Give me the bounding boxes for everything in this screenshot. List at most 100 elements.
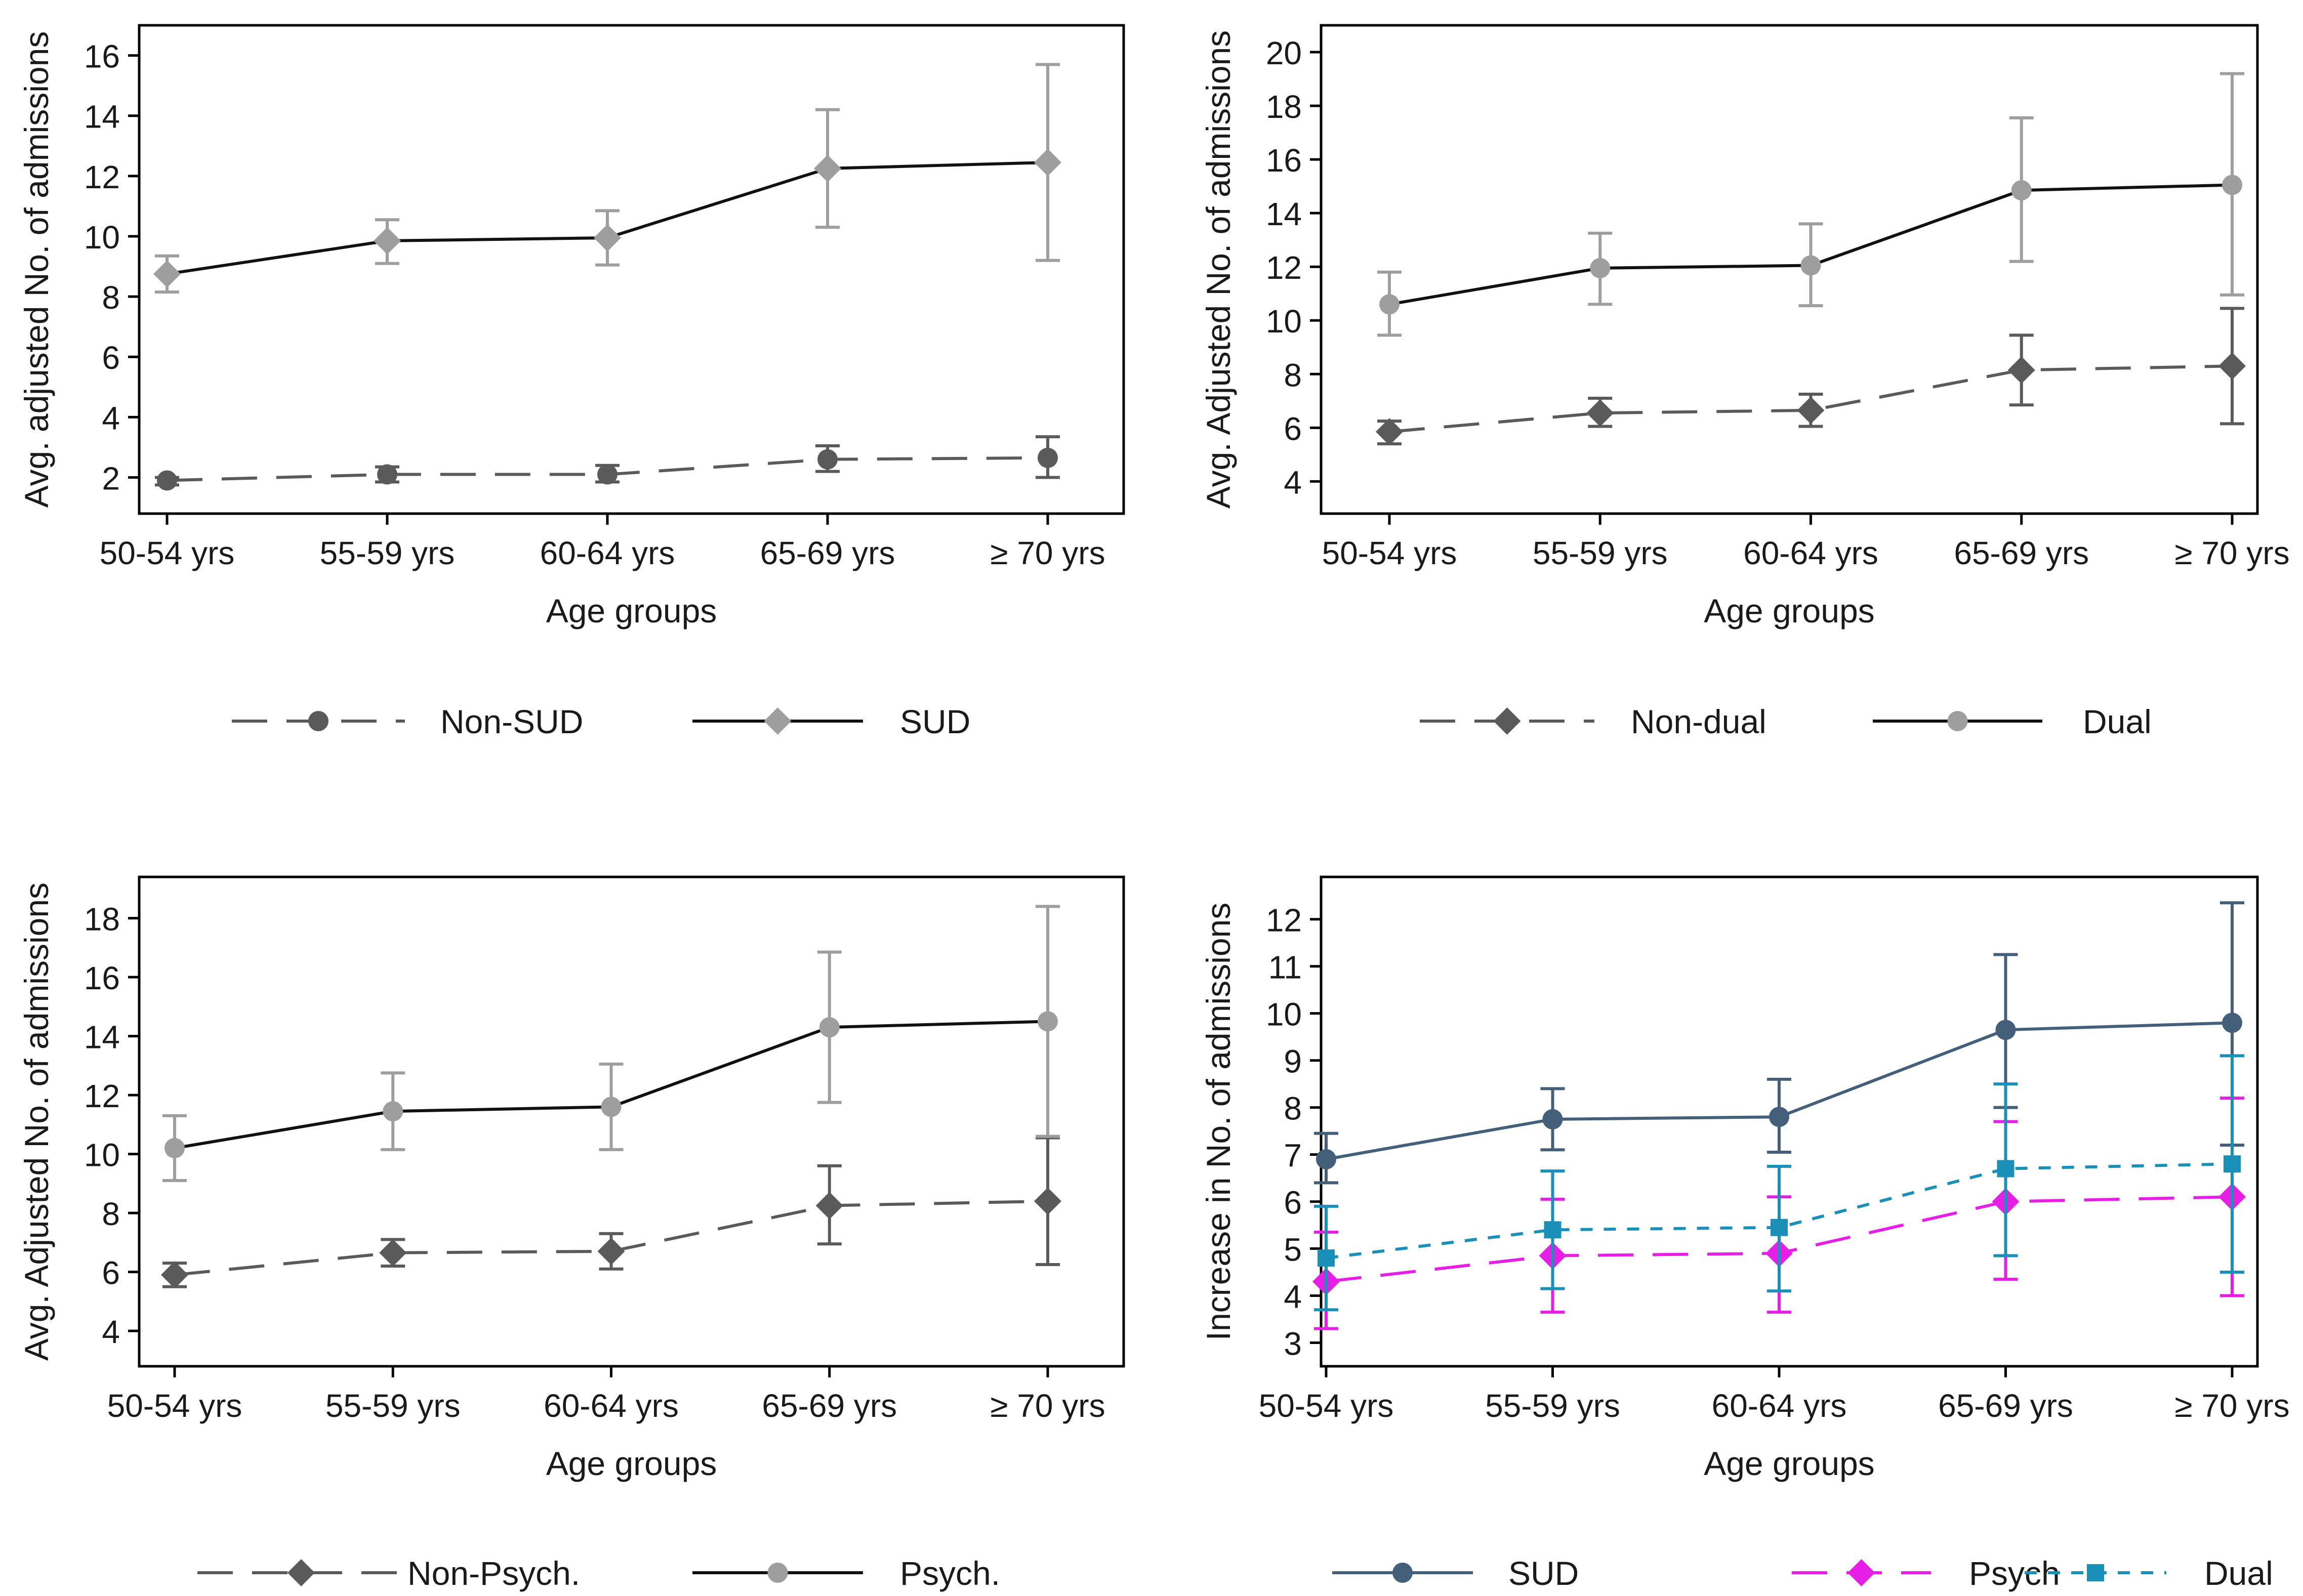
legend-label: SUD [900,703,970,740]
y-tick-label: 11 [1268,949,1302,986]
series-sud [153,63,1061,294]
legend-label: Non-SUD [440,703,583,740]
x-axis-title: Age groups [1704,1445,1875,1482]
data-point [1542,1109,1563,1129]
data-point [2222,1013,2242,1033]
y-tick-label: 4 [1284,1279,1302,1315]
data-point [814,154,841,182]
legend-marker [1493,707,1521,735]
y-tick-label: 7 [1284,1138,1302,1174]
y-tick-label: 10 [84,1137,120,1173]
y-tick-label: 4 [102,1314,120,1350]
legend-label: Non-dual [1631,703,1766,740]
data-point [1034,1187,1061,1215]
y-tick-label: 4 [1284,464,1302,500]
legend-label: Non-Psych. [407,1555,580,1592]
legend-marker [308,711,328,731]
data-point [1997,1160,2014,1178]
plot-frame [1320,875,2259,1368]
y-tick-label: 16 [1266,142,1302,179]
x-tick-label: ≥ 70 yrs [990,1388,1105,1424]
panel-p3: 4 6 8 10 12 14 16 18 50-54 yrs 55-59 yrs 60-64 yrs… [18,875,1125,1592]
data-point [379,1239,407,1267]
data-point [1318,1249,1335,1267]
data-point [1544,1221,1561,1239]
legend-marker [287,1559,315,1586]
series-non-dual [1376,307,2246,446]
legend-label: Dual [2204,1555,2273,1592]
y-tick-label: 14 [84,99,120,135]
y-tick-label: 10 [1266,303,1302,340]
data-point [2218,352,2246,380]
data-point [1769,1107,1789,1127]
x-tick-label: 55-59 yrs [1533,535,1668,571]
y-tick-label: 12 [1266,249,1302,286]
panel-p2: 4 6 8 10 12 14 16 18 20 50-54 yrs 55-59 yrs 60-64 y… [1200,24,2290,740]
data-point [2011,180,2032,201]
y-tick-label: 10 [1266,996,1302,1033]
y-tick-label: 4 [102,400,120,436]
legend-label: Psych. [900,1555,1000,1592]
y-tick-label: 12 [84,159,120,195]
x-tick-label: 50-54 yrs [100,535,235,571]
x-tick-label: ≥ 70 yrs [990,535,1105,571]
y-tick-label: 8 [1284,1090,1302,1127]
plot-frame [138,875,1125,1368]
x-tick-label: 60-64 yrs [1712,1388,1847,1424]
y-tick-label: 16 [84,38,120,75]
data-point [1038,447,1058,468]
x-tick-label: 50-54 yrs [1322,535,1457,571]
y-axis-title: Avg. Adjusted No. of admissions [18,883,55,1361]
legend: Non-dual Dual [1420,703,2152,740]
plot-frame [1320,24,2259,515]
y-axis-title: Increase in No. of admissions [1200,903,1237,1341]
x-tick-label: 65-69 yrs [1938,1388,2073,1424]
panel-p1: 2 4 6 8 10 12 14 16 50-54 yrs 55-59 yrs 60-64 yrs 6… [18,24,1125,740]
x-tick-label: 55-59 yrs [1485,1388,1620,1424]
x-tick-label: 60-64 yrs [540,535,675,571]
y-tick-label: 9 [1284,1043,1302,1080]
series-psych- [162,905,1060,1183]
x-tick-label: 50-54 yrs [1259,1388,1394,1424]
y-tick-label: 12 [1266,902,1302,939]
y-tick-label: 8 [102,1196,120,1232]
x-tick-label: 60-64 yrs [1743,535,1878,571]
data-point [1590,258,1611,278]
y-tick-label: 18 [1266,89,1302,125]
y-tick-label: 3 [1284,1326,1302,1362]
y-tick-label: 6 [1284,1185,1302,1221]
data-point [1038,1011,1058,1032]
legend-marker [767,1563,788,1583]
data-point [1797,396,1825,424]
data-point [1771,1219,1788,1236]
data-point [1800,255,1821,276]
series-dual [1377,72,2244,337]
y-tick-label: 20 [1266,35,1302,71]
data-point [1379,294,1400,315]
data-point [597,464,618,485]
x-tick-label: 55-59 yrs [320,535,455,571]
data-point [2222,175,2242,195]
data-point [1316,1149,1336,1169]
y-axis-title: Avg. adjusted No. of admissions [18,31,55,508]
x-tick-label: ≥ 70 yrs [2174,1388,2289,1424]
data-point [594,224,621,251]
y-tick-label: 8 [1284,357,1302,393]
x-axis-title: Age groups [1704,592,1875,629]
x-tick-label: 65-69 yrs [760,535,895,571]
data-point [161,1261,188,1289]
data-point [815,1192,843,1220]
x-tick-label: 50-54 yrs [107,1388,242,1424]
data-point [1995,1020,2016,1040]
series-sud [1314,901,2244,1185]
series-dual [1314,1054,2244,1312]
y-tick-label: 6 [1284,410,1302,447]
y-tick-label: 14 [1266,196,1302,232]
x-tick-label: 60-64 yrs [544,1388,679,1424]
data-point [601,1097,622,1117]
data-point [1376,418,1403,446]
x-tick-label: 65-69 yrs [762,1388,897,1424]
x-axis-title: Age groups [546,592,717,629]
